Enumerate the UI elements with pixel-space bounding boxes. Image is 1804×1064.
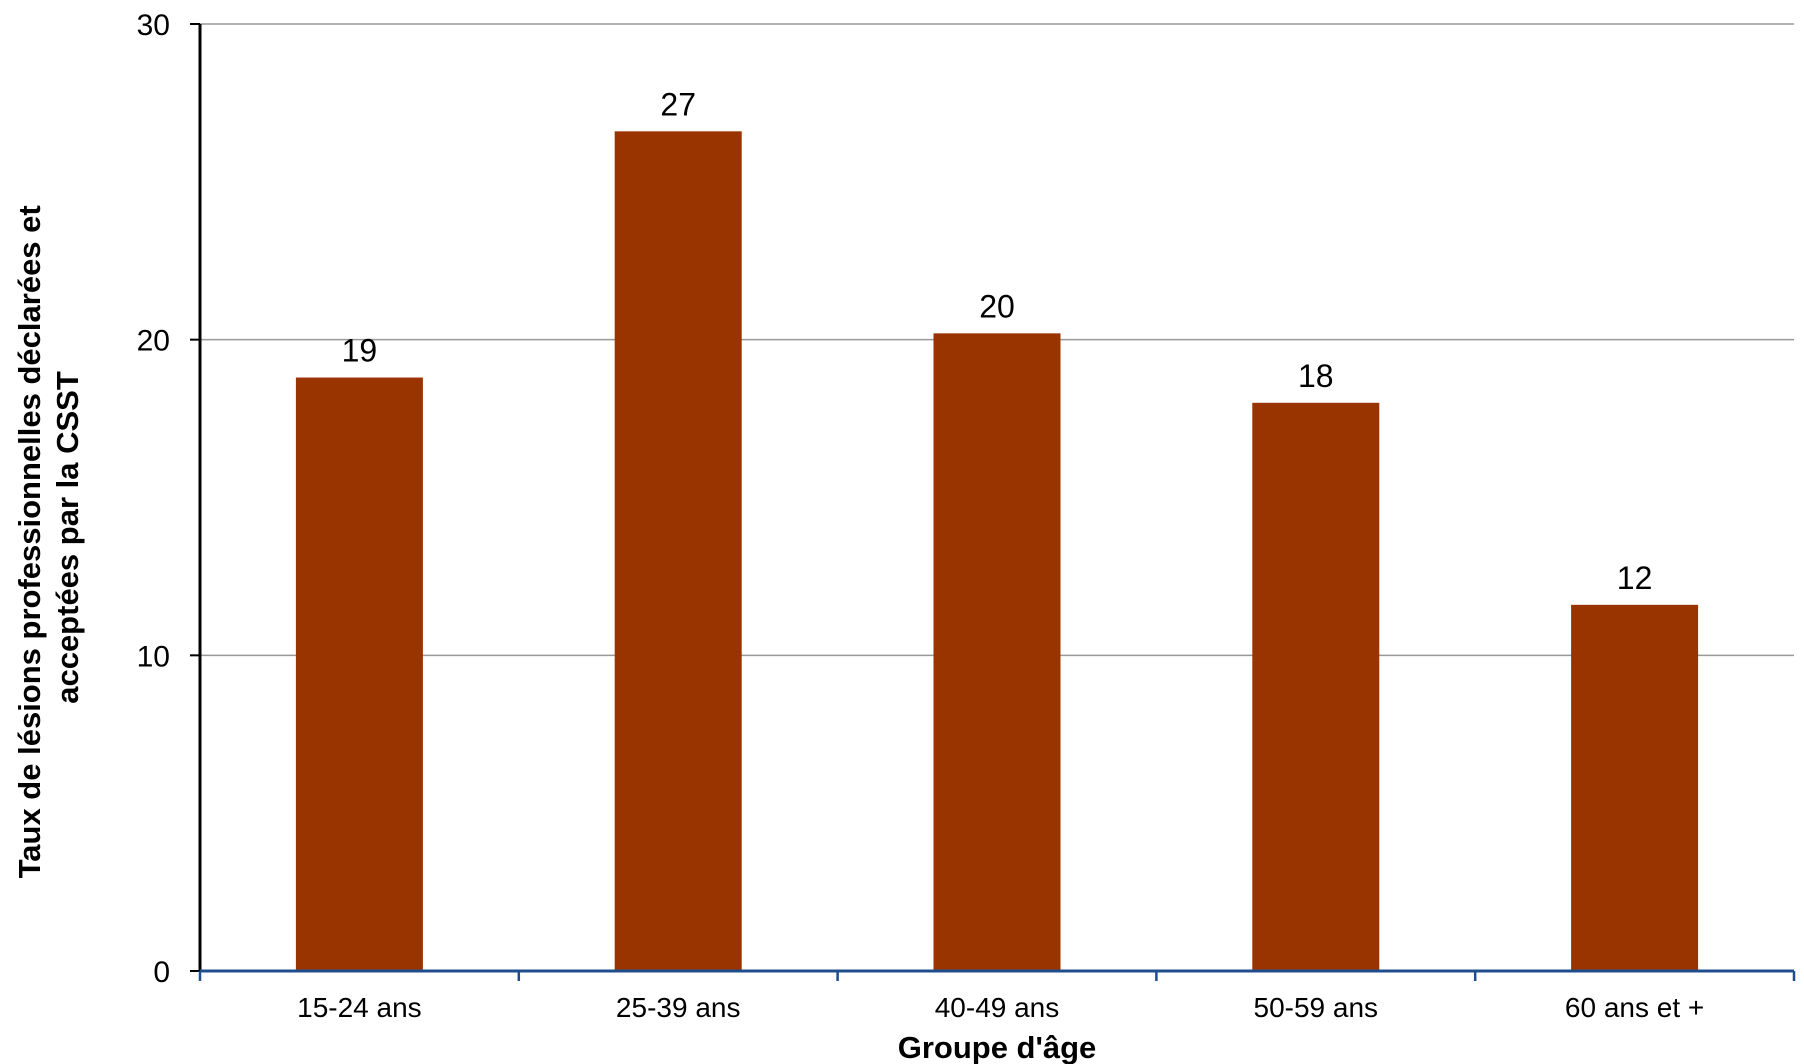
data-label: 18: [1298, 358, 1334, 394]
x-tick-label: 50-59 ans: [1254, 992, 1379, 1023]
x-tick-label: 15-24 ans: [297, 992, 422, 1023]
bars: [295, 131, 1699, 972]
data-label: 27: [660, 86, 696, 122]
bar: [933, 333, 1061, 971]
y-tick-label: 10: [137, 640, 170, 673]
data-label: 20: [979, 288, 1015, 324]
bar: [614, 131, 742, 971]
y-axis-title: Taux de lésions professionnelles déclaré…: [12, 197, 85, 879]
x-tick-label: 60 ans et +: [1565, 992, 1704, 1023]
x-tick-label: 25-39 ans: [616, 992, 741, 1023]
x-axis-title: Groupe d'âge: [898, 1030, 1097, 1064]
bar: [1252, 402, 1380, 971]
y-axis-title-line-1: Taux de lésions professionnelles déclaré…: [12, 205, 47, 878]
y-tick-label: 20: [137, 325, 170, 358]
data-label: 19: [342, 333, 378, 369]
data-label: 12: [1617, 560, 1653, 596]
y-tick-label: 30: [137, 9, 170, 42]
axes: [190, 23, 1796, 981]
labels: 0 10 20 30 19 15-24 ans 27 25-39 ans 20 40-49 ans…: [137, 9, 1705, 1023]
y-axis-title-line-2: acceptées par la CSST: [50, 371, 85, 704]
bar: [295, 377, 423, 972]
y-tick-label: 0: [153, 956, 170, 989]
x-tick-label: 40-49 ans: [935, 992, 1060, 1023]
bar: [1571, 604, 1699, 971]
